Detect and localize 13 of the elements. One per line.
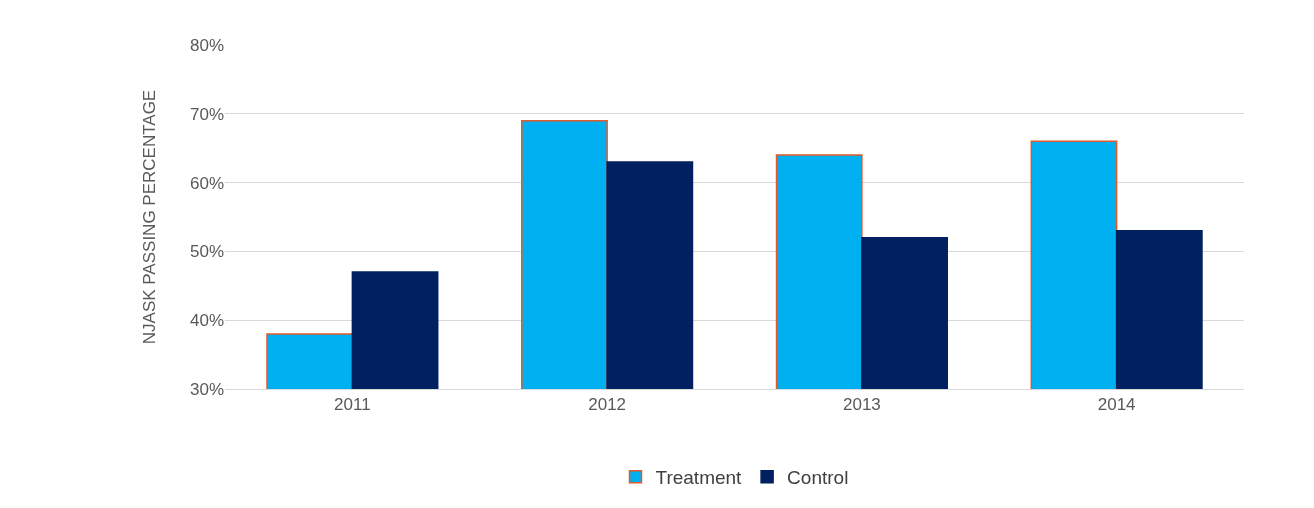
y-tick-label: 40% <box>189 311 224 331</box>
y-tick-label: 60% <box>189 173 224 193</box>
y-axis-title: NJASK PASSING PERCENTAGE <box>139 89 159 345</box>
x-tick-label: 2012 <box>588 395 627 415</box>
legend-label: Control <box>787 467 849 489</box>
x-tick-label: 2011 <box>334 395 371 415</box>
x-tick-label: 2014 <box>1097 395 1136 415</box>
y-tick-label: 70% <box>189 104 224 124</box>
y-tick-label: 80% <box>189 35 224 55</box>
y-tick-label: 30% <box>189 379 224 399</box>
y-tick-label: 50% <box>189 242 224 262</box>
x-tick-label: 2013 <box>842 395 881 415</box>
legend-label: Treatment <box>655 467 743 489</box>
